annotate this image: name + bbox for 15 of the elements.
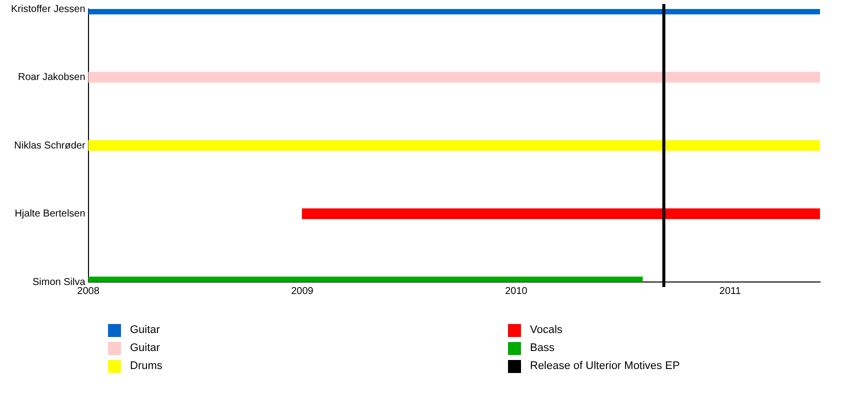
y-tick-label: Simon Silva xyxy=(32,276,86,288)
y-tick-label: Roar Jakobsen xyxy=(18,72,86,83)
y-tick-label: Niklas Schrøder xyxy=(14,140,86,152)
x-tick-label: 2008 xyxy=(77,286,100,297)
legend-label: Guitar xyxy=(130,324,160,336)
legend-label: Guitar xyxy=(130,342,160,354)
x-tick-label: 2010 xyxy=(505,286,528,297)
y-tick-label: Kristoffer Jessen xyxy=(10,4,86,15)
legend-label: Drums xyxy=(130,360,162,372)
x-tick-label: 2011 xyxy=(719,286,742,297)
legend-label: Bass xyxy=(530,342,554,354)
legend-label: Release of Ulterior Motives EP xyxy=(530,360,680,372)
x-tick-label: 2009 xyxy=(291,286,314,297)
legend-label: Vocals xyxy=(530,324,562,336)
y-tick-label: Hjalte Bertelsen xyxy=(14,208,86,220)
